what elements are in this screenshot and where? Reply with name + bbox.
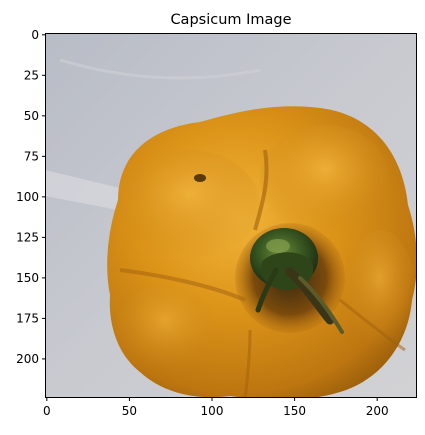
background-reflection [45, 170, 120, 210]
y-axis: 0 25 50 75 100 125 150 175 200 [16, 28, 46, 366]
y-tick-label: 150 [16, 271, 39, 285]
y-tick-label: 175 [16, 311, 39, 325]
y-tick-label: 50 [24, 109, 39, 123]
x-tick-label: 150 [283, 404, 306, 418]
y-tick-label: 0 [31, 28, 39, 42]
background-crease [59, 58, 261, 80]
y-tick-label: 200 [16, 352, 39, 366]
x-tick-label: 200 [366, 404, 389, 418]
axes-frame [45, 33, 417, 398]
y-tick-label: 25 [24, 68, 39, 82]
figure-title: Capsicum Image [170, 12, 291, 28]
x-tick-label: 50 [122, 404, 137, 418]
y-tick-label: 100 [16, 190, 39, 204]
x-axis: 0 50 100 150 200 [43, 397, 389, 418]
x-tick-label: 100 [201, 404, 224, 418]
y-tick-label: 75 [24, 149, 39, 163]
pepper-stem [250, 228, 344, 334]
y-tick-label: 125 [16, 230, 39, 244]
capsicum-image [45, 33, 417, 398]
x-tick-label: 0 [43, 404, 51, 418]
